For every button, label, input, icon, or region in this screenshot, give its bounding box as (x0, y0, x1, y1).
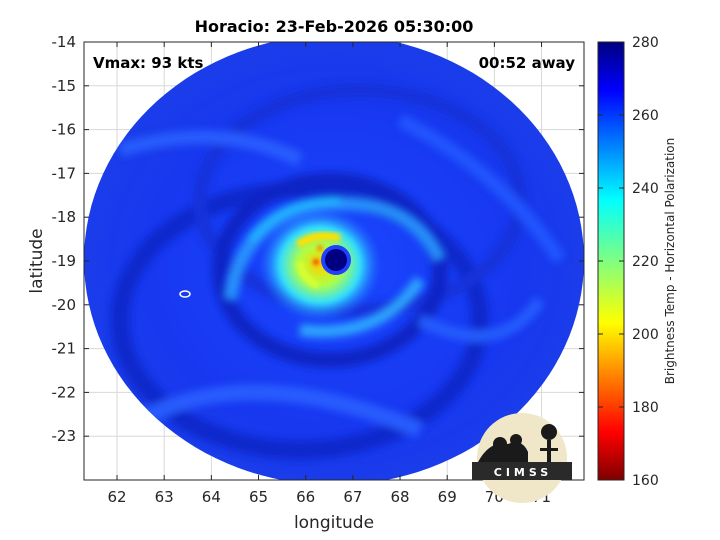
y-tick-label: -16 (52, 121, 77, 139)
x-axis-label: longitude (294, 513, 374, 533)
colorbar-tick-label: 240 (632, 181, 659, 197)
colorbar-tick-label: 220 (632, 254, 659, 270)
y-tick-label: -22 (52, 383, 77, 401)
y-tick-label: -19 (52, 252, 77, 270)
colorbar-label: Brightness Temp - Horizontal Polarizatio… (663, 138, 677, 385)
x-tick-label: 68 (390, 488, 409, 506)
y-tick-label: -14 (52, 33, 77, 51)
colorbar-tick-label: 180 (632, 400, 659, 416)
colorbar-tick-label: 160 (632, 473, 659, 489)
x-tick-label: 65 (249, 488, 268, 506)
y-axis-ticks: -14 -15 -16 -17 -18 -19 -20 -21 -22 -23 (52, 33, 584, 445)
y-tick-label: -15 (52, 77, 77, 95)
colorbar-tick-label: 200 (632, 327, 659, 343)
colorbar: 160 180 200 220 240 260 280 Brightness Temp - … (597, 35, 677, 489)
y-axis-label: latitude (27, 228, 47, 293)
colorbar-tick-label: 260 (632, 108, 659, 124)
x-tick-label: 66 (296, 488, 315, 506)
x-tick-label: 69 (438, 488, 457, 506)
cimss-logo-text: CIMSS (494, 466, 552, 479)
x-tick-label: 63 (155, 488, 174, 506)
x-tick-label: 62 (107, 488, 126, 506)
y-tick-label: -17 (52, 164, 77, 182)
y-tick-label: -18 (52, 208, 77, 226)
y-tick-label: -21 (52, 340, 77, 358)
colorbar-ticks: 160 180 200 220 240 260 280 (598, 35, 659, 489)
vmax-annotation: Vmax: 93 kts (93, 54, 203, 72)
cimss-logo: CIMSS (472, 413, 572, 503)
x-tick-label: 64 (202, 488, 221, 506)
y-tick-label: -23 (52, 427, 77, 445)
chart-title: Horacio: 23-Feb-2026 05:30:00 (195, 17, 474, 36)
x-tick-label: 67 (343, 488, 362, 506)
colorbar-tick-label: 280 (632, 35, 659, 51)
time-offset-annotation: 00:52 away (479, 54, 576, 72)
brightness-temp-swath (84, 42, 584, 480)
y-tick-label: -20 (52, 296, 77, 314)
